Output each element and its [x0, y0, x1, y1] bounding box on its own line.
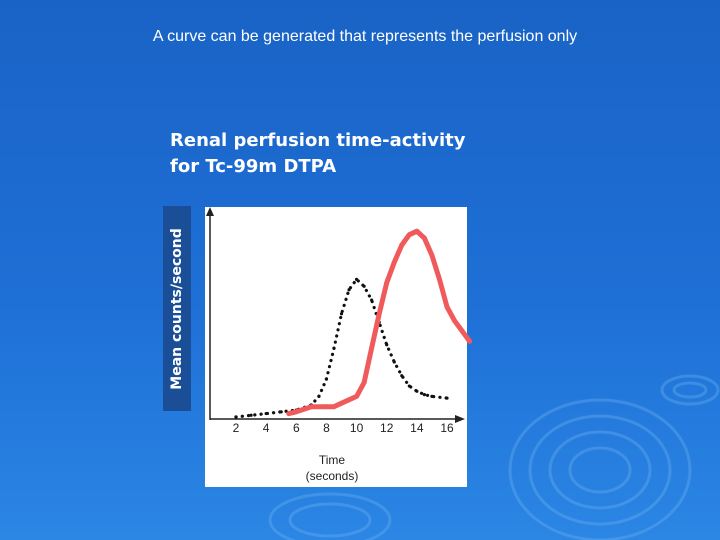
x-axis-arrow	[455, 415, 465, 423]
x-tick-label: 4	[263, 421, 270, 435]
data-point	[234, 415, 238, 419]
data-point	[354, 277, 359, 281]
x-tick-label: 16	[440, 421, 454, 435]
data-point	[415, 389, 419, 393]
data-point	[317, 394, 321, 398]
data-point	[444, 304, 450, 310]
series-line-solid	[286, 228, 473, 417]
data-point	[445, 396, 449, 400]
x-tick-label: 6	[293, 421, 300, 435]
data-point	[430, 394, 434, 398]
data-point	[406, 232, 412, 238]
data-point	[332, 346, 336, 350]
x-axis-label-line-2: (seconds)	[306, 469, 359, 483]
data-point	[354, 393, 359, 399]
data-point	[347, 288, 351, 292]
data-point	[324, 404, 329, 410]
data-point	[286, 411, 292, 416]
x-tick-label: 12	[380, 421, 394, 435]
plot-panel	[205, 207, 467, 487]
data-point	[293, 409, 299, 415]
data-point	[279, 410, 283, 414]
data-point	[399, 242, 405, 248]
data-point	[369, 345, 375, 351]
data-point	[400, 374, 404, 378]
data-point	[324, 377, 329, 381]
data-point	[407, 384, 411, 388]
data-point	[422, 393, 426, 397]
data-point	[331, 404, 337, 410]
data-point	[384, 280, 390, 286]
x-tick-label: 14	[410, 421, 424, 435]
data-point	[392, 360, 396, 364]
data-point	[264, 411, 268, 416]
data-point	[421, 235, 427, 241]
y-axis-arrow	[206, 207, 214, 216]
data-point	[437, 277, 442, 282]
data-point	[308, 404, 314, 410]
data-point	[467, 338, 473, 344]
series-line-dotted	[234, 277, 449, 419]
x-tick-label: 2	[233, 421, 240, 435]
data-point	[346, 397, 352, 403]
data-point	[429, 252, 435, 258]
data-point	[361, 380, 367, 385]
data-point	[339, 312, 344, 316]
data-point	[385, 343, 389, 347]
slide-subtitle: A curve can be generated that represents…	[152, 28, 578, 45]
data-point	[376, 311, 382, 317]
data-point	[459, 328, 465, 334]
x-tick-label: 10	[350, 421, 364, 435]
data-point	[362, 284, 366, 288]
x-axis-label-line-1: Time	[319, 453, 346, 467]
chart-title-line-2: for Tc-99m DTPA	[170, 156, 337, 177]
chart-title-line-1: Renal perfusion time-activity	[170, 130, 466, 151]
data-point	[452, 318, 457, 324]
data-point	[339, 400, 344, 406]
y-axis-label-box	[163, 206, 191, 411]
data-point	[391, 259, 397, 265]
x-tick-label: 8	[323, 421, 330, 435]
data-point	[249, 413, 253, 417]
data-point	[414, 228, 420, 234]
data-point	[370, 298, 374, 302]
chart-title: Renal perfusion time-activity for Tc-99m…	[170, 128, 465, 180]
